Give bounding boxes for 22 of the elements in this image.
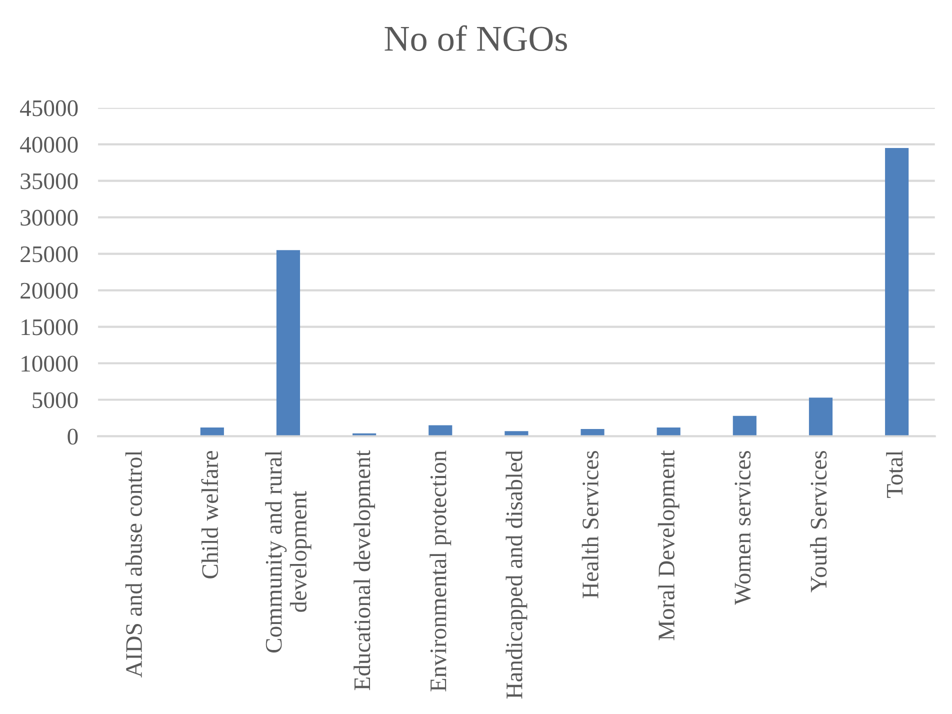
- x-tick-label: Handicapped and disabled: [506, 450, 528, 699]
- x-tick-label: AIDS and abuse control: [125, 450, 142, 678]
- y-tick-label: 30000: [20, 210, 78, 226]
- x-tick-label: Child welfare: [201, 450, 218, 578]
- y-tick-label: 35000: [20, 173, 78, 190]
- y-tick-label: 0: [68, 428, 78, 445]
- y-tick-label: 45000: [20, 100, 78, 116]
- y-tick-label: 5000: [32, 392, 78, 408]
- x-tick-label: Women services: [734, 451, 751, 605]
- y-tick-label: 40000: [20, 136, 78, 153]
- x-tick-label: Educational development: [354, 450, 376, 690]
- y-tick-label: 10000: [22, 356, 78, 372]
- x-tick-label: Community and rural development: [265, 450, 312, 652]
- y-tick-label: 20000: [20, 282, 78, 299]
- x-tick-label: Total: [886, 450, 903, 498]
- y-tick-label: 15000: [22, 319, 78, 336]
- x-tick-label: Health Services: [582, 451, 598, 598]
- x-tick-label: Youth Services: [810, 451, 827, 592]
- chart-title: No of NGOs: [384, 25, 567, 52]
- y-tick-label: 25000: [20, 246, 78, 262]
- x-tick-label: Environmental protection: [430, 450, 452, 692]
- x-tick-label: Moral Development: [658, 450, 680, 640]
